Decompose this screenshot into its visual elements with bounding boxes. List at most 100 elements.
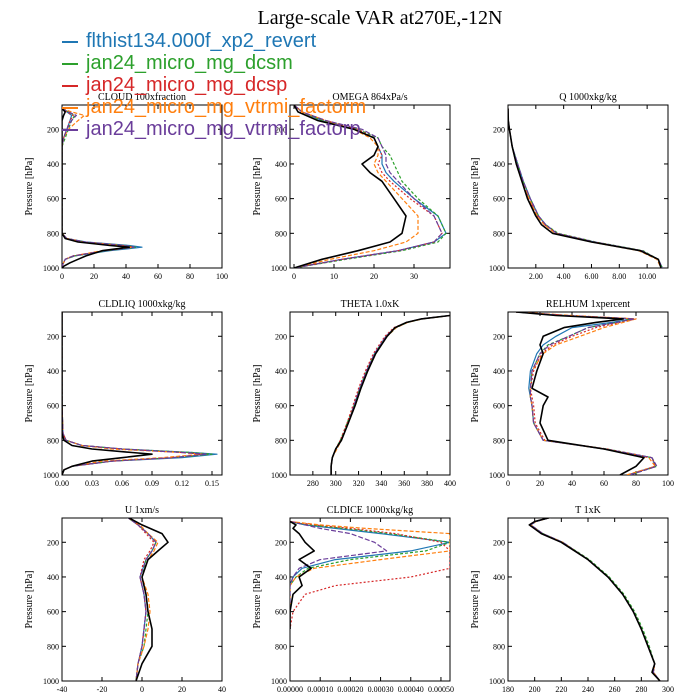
y-tick-label: 400 — [47, 160, 59, 169]
y-tick-label: 800 — [47, 642, 59, 651]
series-line — [528, 518, 661, 681]
y-tick-label: 600 — [47, 402, 59, 411]
chart-panel: Q 1000xkg/kg Pressure [hPa] 2.00 4.00 6.00 8.… — [470, 92, 669, 281]
chart-panel: T 1xK Pressure [hPa] 180 200 220 240 260 280 300… — [470, 505, 674, 694]
y-tick-label: 400 — [47, 573, 59, 582]
series-line — [508, 108, 662, 268]
x-tick-label: 8.00 — [612, 272, 626, 281]
legend-swatch — [62, 106, 78, 109]
series-group — [62, 107, 143, 268]
y-tick-label: 1000 — [271, 677, 287, 686]
x-tick-label: 200 — [529, 685, 541, 694]
x-tick-label: 0.09 — [145, 479, 159, 488]
x-tick-label: 4.00 — [557, 272, 571, 281]
y-tick-label: 400 — [275, 160, 287, 169]
chart-panel: OMEGA 864xPa/s Pressure [hPa] 0 10 20 30 200 40… — [252, 92, 451, 281]
series-line — [62, 107, 130, 268]
x-tick-label: 30 — [410, 272, 418, 281]
x-tick-label: 100 — [216, 272, 228, 281]
x-tick-label: -40 — [57, 685, 68, 694]
y-tick-label: 600 — [493, 195, 505, 204]
x-tick-label: -20 — [97, 685, 108, 694]
x-tick-label: 360 — [398, 479, 410, 488]
x-tick-label: 380 — [421, 479, 433, 488]
x-tick-label: 400 — [444, 479, 456, 488]
series-group — [127, 518, 169, 681]
x-tick-label: 0.00020 — [337, 685, 363, 694]
y-tick-label: 400 — [493, 160, 505, 169]
y-tick-label: 600 — [493, 402, 505, 411]
x-tick-label: 0 — [506, 479, 510, 488]
y-tick-label: 1000 — [489, 471, 505, 480]
panel-title: THETA 1.0xK — [341, 299, 400, 310]
y-tick-label: 800 — [275, 642, 287, 651]
y-tick-label: 800 — [47, 229, 59, 238]
y-axis-label: Pressure [hPa] — [252, 570, 263, 628]
x-tick-label: 80 — [632, 479, 640, 488]
chart-panel: RELHUM 1xpercent Pressure [hPa] 0 20 40 60 80 1… — [470, 299, 674, 488]
panel-title: Q 1000xkg/kg — [559, 92, 617, 103]
y-tick-label: 800 — [275, 229, 287, 238]
series-line — [508, 108, 663, 268]
x-tick-label: 180 — [502, 685, 514, 694]
legend-item: flthist134.000f_xp2_revert — [62, 30, 366, 52]
x-tick-label: 0.00050 — [428, 685, 454, 694]
y-axis-label: Pressure [hPa] — [470, 570, 481, 628]
x-tick-label: 0 — [292, 272, 296, 281]
y-tick-label: 200 — [275, 332, 287, 341]
y-axis-label: Pressure [hPa] — [252, 157, 263, 215]
x-tick-label: 0 — [140, 685, 144, 694]
plot-frame — [289, 311, 451, 476]
x-tick-label: 20 — [536, 479, 544, 488]
legend-swatch — [62, 128, 78, 131]
y-tick-label: 400 — [47, 367, 59, 376]
series-line — [515, 312, 656, 475]
series-line — [530, 518, 661, 681]
series-line — [293, 105, 407, 268]
legend-item: jan24_micro_mg_dcsp — [62, 74, 366, 96]
y-tick-label: 1000 — [43, 471, 59, 480]
y-tick-label: 800 — [275, 436, 287, 445]
y-tick-label: 1000 — [271, 264, 287, 273]
y-tick-label: 600 — [47, 608, 59, 617]
x-tick-label: 240 — [582, 685, 594, 694]
x-tick-label: 20 — [370, 272, 378, 281]
x-tick-label: 6.00 — [584, 272, 598, 281]
legend-label: jan24_micro_mg_dcsp — [86, 74, 288, 96]
plot-frame — [61, 517, 223, 682]
x-tick-label: 40 — [122, 272, 130, 281]
series-line — [127, 518, 157, 681]
legend-item: jan24_micro_mg_dcsm — [62, 52, 366, 74]
y-tick-label: 200 — [493, 125, 505, 134]
series-line — [508, 108, 662, 268]
x-tick-label: 0.00 — [55, 479, 69, 488]
y-tick-label: 800 — [493, 229, 505, 238]
chart-panel: U 1xm/s Pressure [hPa] -40 -20 0 20 40 200 400 60… — [24, 505, 226, 694]
x-tick-label: 280 — [635, 685, 647, 694]
series-line — [530, 518, 661, 681]
y-tick-label: 400 — [275, 367, 287, 376]
y-tick-label: 600 — [275, 608, 287, 617]
series-line — [515, 312, 656, 475]
y-tick-label: 1000 — [489, 677, 505, 686]
series-line — [515, 312, 658, 475]
panel-title: T 1xK — [575, 505, 601, 516]
x-tick-label: 10.00 — [638, 272, 656, 281]
x-tick-label: 0.00040 — [398, 685, 424, 694]
chart-panel: CLDICE 1000xkg/kg Pressure [hPa] 0.00000 0.… — [252, 505, 454, 694]
chart-panel: CLOUD 100xfraction Pressure [hPa] 0 20 40 60 8… — [24, 92, 228, 281]
y-tick-label: 400 — [493, 573, 505, 582]
series-line — [62, 107, 135, 268]
y-tick-label: 600 — [275, 195, 287, 204]
x-tick-label: 280 — [307, 479, 319, 488]
y-tick-label: 1000 — [43, 264, 59, 273]
chart-panel: THETA 1.0xK Pressure [hPa] 280 300 320 340 360… — [252, 299, 456, 488]
x-tick-label: 260 — [609, 685, 621, 694]
series-line — [330, 314, 450, 475]
legend-item: jan24_micro_mg_vtrmi_factorp — [62, 118, 366, 140]
x-tick-label: 20 — [90, 272, 98, 281]
legend-label: jan24_micro_mg_dcsm — [86, 52, 293, 74]
y-tick-label: 1000 — [271, 471, 287, 480]
x-tick-label: 2.00 — [529, 272, 543, 281]
